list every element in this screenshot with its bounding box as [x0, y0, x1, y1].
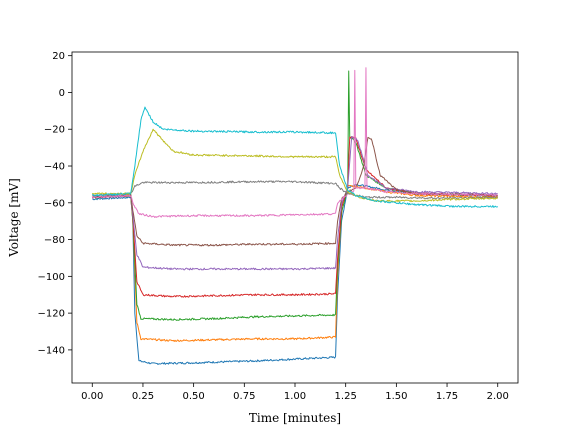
series-line-7 [91, 180, 499, 200]
series-line-8 [91, 128, 498, 203]
series-line-3 [92, 136, 498, 298]
y-tick-label: −80 [44, 235, 65, 246]
x-tick-label: 2.00 [487, 391, 509, 402]
y-axis-label: Voltage [mV] [7, 178, 21, 258]
series-line-2 [92, 70, 499, 321]
series-line-9 [92, 106, 499, 208]
x-tick-label: 0.25 [132, 391, 154, 402]
series-line-0 [92, 183, 498, 365]
x-tick-label: 1.50 [385, 391, 407, 402]
x-tick-label: 1.25 [335, 391, 357, 402]
series-line-1 [92, 184, 498, 342]
series-line-6 [91, 67, 498, 218]
y-tick-label: 0 [59, 88, 65, 99]
x-tick-label: 1.75 [436, 391, 458, 402]
x-tick-label: 1.00 [284, 391, 306, 402]
y-tick-label: −20 [44, 125, 65, 136]
y-tick-label: −60 [44, 198, 65, 209]
x-tick-label: 0.00 [81, 391, 103, 402]
y-tick-label: −120 [38, 309, 65, 320]
y-tick-label: −40 [44, 162, 65, 173]
x-axis-label: Time [minutes] [249, 411, 341, 425]
series-layer [91, 67, 499, 365]
y-tick-label: −100 [38, 272, 65, 283]
y-axis-ticks: 20 0 −20 −40 −60 −80 −100 −120 −140 [38, 51, 72, 356]
x-tick-label: 0.75 [233, 391, 255, 402]
x-tick-label: 0.50 [183, 391, 205, 402]
y-tick-label: 20 [52, 51, 65, 62]
y-tick-label: −140 [38, 345, 65, 356]
x-axis-ticks: 0.00 0.25 0.50 0.75 1.00 1.25 1.50 1.75 2.00 [81, 383, 509, 402]
plot-frame [71, 51, 519, 384]
series-line-4 [91, 136, 498, 271]
